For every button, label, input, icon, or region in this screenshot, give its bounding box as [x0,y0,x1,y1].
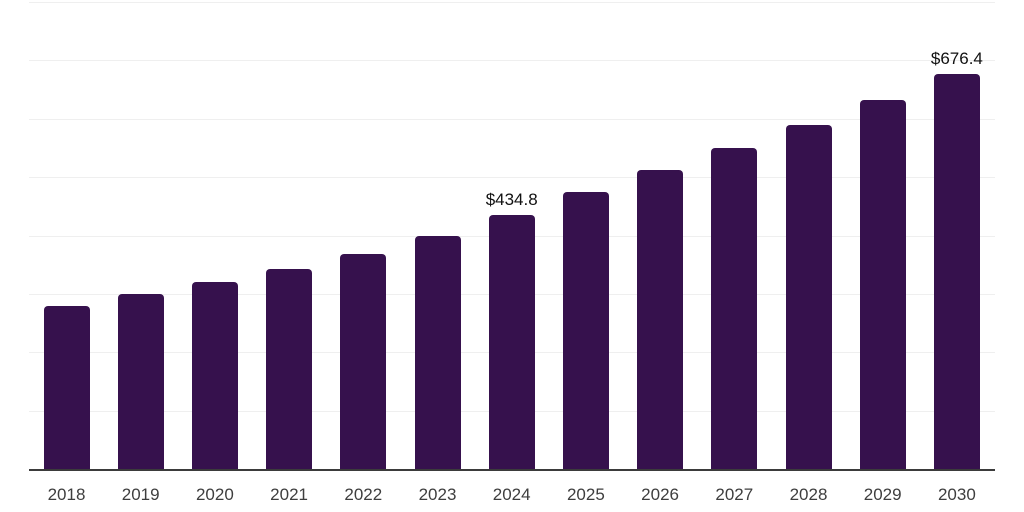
x-tick-2026: 2026 [641,485,680,504]
x-tick-2022: 2022 [344,485,383,504]
bar-2020 [191,281,238,469]
x-tick-2030: 2030 [937,485,976,504]
x-tick-2018: 2018 [47,485,86,504]
bar-2029 [859,100,906,469]
bar-2026 [637,170,684,469]
x-tick-2025: 2025 [566,485,605,504]
bar-2025 [562,191,609,469]
x-tick-2024: 2024 [492,485,531,504]
bar-2028 [785,124,832,469]
bar-2023 [414,235,461,469]
bar-2021 [266,269,313,469]
bar-2018 [43,306,90,469]
gridline-500 [29,177,995,179]
bar-value-label-2024: $434.8 [485,190,538,210]
bar-value-label-2030: $676.4 [930,49,983,69]
gridline-800 [29,2,995,3]
x-tick-2019: 2019 [121,485,160,504]
gridline-700 [29,60,995,62]
bar-2030 [933,74,980,469]
x-tick-2028: 2028 [789,485,828,504]
bar-2024 [488,215,535,469]
bar-2019 [117,294,164,469]
x-tick-2029: 2029 [863,485,902,504]
x-tick-2023: 2023 [418,485,457,504]
gridline-600 [29,118,995,120]
plot-area: $434.8 $676.4 [29,2,995,471]
x-tick-2027: 2027 [715,485,754,504]
bar-2022 [340,254,387,469]
bar-2027 [711,147,758,469]
x-tick-2021: 2021 [270,485,309,504]
x-tick-2020: 2020 [195,485,234,504]
